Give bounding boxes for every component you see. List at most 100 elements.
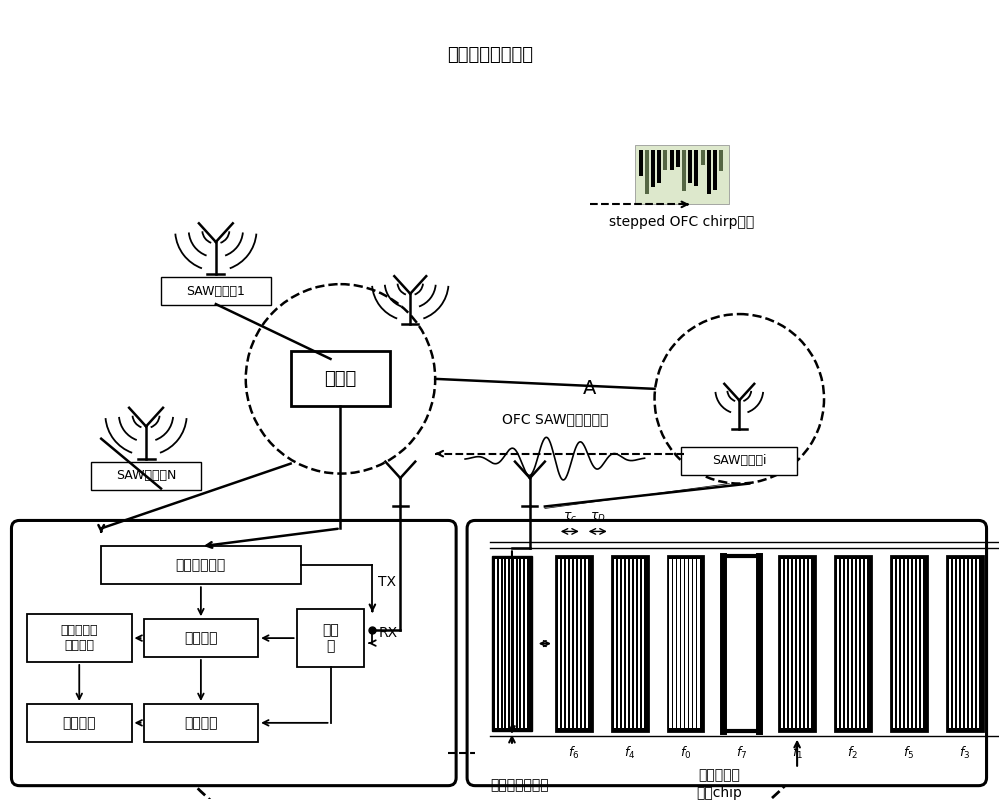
Bar (574, 559, 576, 728)
Text: TX: TX (378, 575, 396, 590)
Bar (582, 559, 584, 728)
Bar (781, 559, 783, 728)
Text: 阅读器: 阅读器 (324, 370, 357, 388)
Text: $f_{4}$: $f_{4}$ (624, 745, 635, 761)
Bar (809, 559, 811, 728)
Bar (670, 150, 674, 170)
Bar (144, 619, 258, 657)
Bar (673, 559, 676, 728)
Bar (694, 150, 698, 187)
Bar (905, 559, 907, 728)
Bar (663, 150, 667, 170)
Text: OFC SAW传感器回波: OFC SAW传感器回波 (502, 412, 608, 426)
Bar (681, 447, 797, 474)
Bar (499, 559, 501, 728)
Text: 射栅chip: 射栅chip (696, 786, 742, 799)
Bar (495, 559, 497, 728)
Bar (657, 150, 661, 183)
Bar (697, 559, 700, 728)
Bar (556, 557, 592, 731)
Bar (805, 559, 807, 728)
Bar (521, 559, 523, 728)
Bar (291, 352, 390, 406)
Bar (849, 559, 851, 728)
Bar (503, 559, 504, 728)
Bar (921, 559, 923, 728)
Bar (638, 559, 640, 728)
Bar (645, 150, 649, 194)
FancyBboxPatch shape (11, 521, 456, 786)
Bar (891, 557, 927, 731)
Text: $f_{7}$: $f_{7}$ (736, 745, 747, 761)
Text: $f_{0}$: $f_{0}$ (680, 745, 691, 761)
Text: 上调频及编码: 上调频及编码 (176, 558, 226, 573)
Text: SAW传感器N: SAW传感器N (116, 469, 176, 482)
Bar (635, 144, 729, 204)
Bar (961, 559, 963, 728)
Bar (578, 559, 580, 728)
Bar (651, 150, 655, 187)
Bar (861, 559, 863, 728)
Bar (681, 559, 684, 728)
Bar (101, 546, 301, 584)
Bar (297, 610, 364, 667)
Bar (789, 559, 791, 728)
Text: $f_{2}$: $f_{2}$ (847, 745, 858, 761)
Text: RX: RX (378, 626, 397, 640)
Bar (570, 559, 572, 728)
Bar (853, 559, 855, 728)
Bar (685, 559, 688, 728)
Bar (91, 461, 201, 489)
Text: $f_{5}$: $f_{5}$ (903, 745, 914, 761)
Text: 下调
频: 下调 频 (322, 623, 339, 653)
Bar (779, 557, 815, 731)
Bar (793, 559, 795, 728)
Bar (612, 557, 648, 731)
Text: 相关运算: 相关运算 (184, 631, 218, 645)
Bar (506, 559, 508, 728)
Bar (913, 559, 915, 728)
Bar (622, 559, 624, 728)
Bar (947, 557, 983, 731)
Bar (558, 559, 560, 728)
Bar (973, 559, 975, 728)
Bar (797, 559, 799, 728)
Text: SAW传感器i: SAW传感器i (712, 454, 767, 467)
Bar (865, 559, 867, 728)
Bar (586, 559, 588, 728)
Bar (144, 704, 258, 742)
Text: A: A (583, 380, 596, 398)
Bar (701, 150, 705, 166)
Bar (634, 559, 636, 728)
Text: $f_{3}$: $f_{3}$ (959, 745, 970, 761)
Text: $\tau_D$: $\tau_D$ (590, 511, 606, 524)
Bar (525, 559, 527, 728)
Bar (949, 559, 951, 728)
Bar (835, 557, 871, 731)
Bar (668, 557, 703, 731)
Bar (957, 559, 959, 728)
Bar (639, 150, 643, 176)
Bar (845, 559, 847, 728)
Bar (492, 557, 532, 731)
Bar (857, 559, 859, 728)
Bar (719, 150, 723, 171)
Bar (917, 559, 919, 728)
Bar (707, 150, 711, 195)
Bar (901, 559, 903, 728)
Text: $\tau_c$: $\tau_c$ (563, 511, 577, 524)
Bar (618, 559, 620, 728)
Bar (841, 559, 843, 728)
Text: 频偏估计: 频偏估计 (184, 716, 218, 730)
Bar (682, 150, 686, 191)
Text: SAW传感器1: SAW传感器1 (186, 284, 245, 298)
Bar (566, 559, 568, 728)
Bar (688, 150, 692, 183)
Text: 单向叉指换能器: 单向叉指换能器 (491, 779, 549, 793)
Bar (614, 559, 616, 728)
Bar (801, 559, 803, 728)
Bar (510, 559, 512, 728)
Bar (669, 559, 672, 728)
Text: 复杂电磁干扰环境: 复杂电磁干扰环境 (447, 46, 533, 64)
Text: 温度检测: 温度检测 (63, 716, 96, 730)
